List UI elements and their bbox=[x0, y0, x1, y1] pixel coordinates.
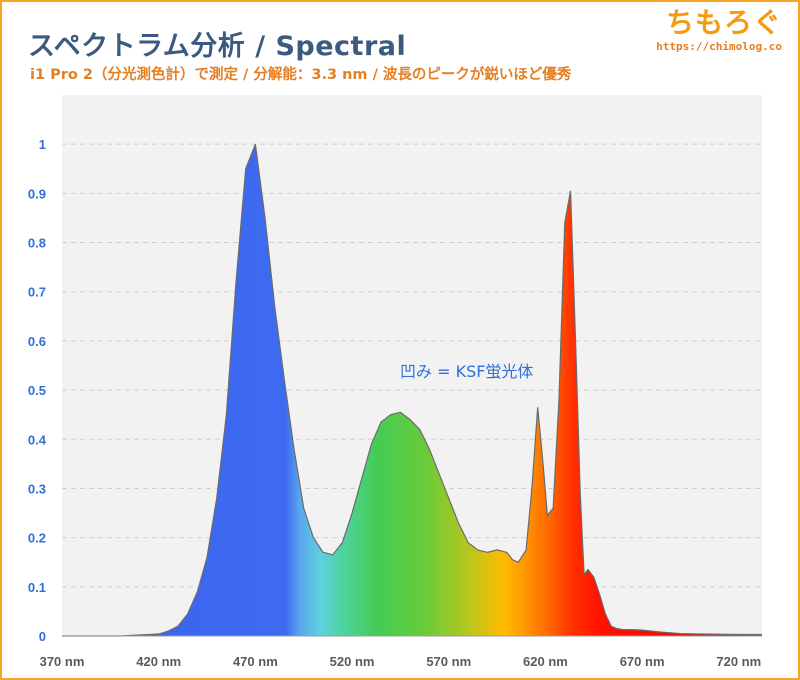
x-tick-label: 470 nm bbox=[233, 654, 278, 669]
y-tick-label: 0.6 bbox=[28, 334, 46, 349]
y-tick-label: 0.3 bbox=[28, 481, 46, 496]
y-tick-label: 0.2 bbox=[28, 531, 46, 546]
x-tick-label: 670 nm bbox=[620, 654, 665, 669]
y-tick-label: 0.1 bbox=[28, 580, 46, 595]
x-tick-label: 420 nm bbox=[136, 654, 181, 669]
y-axis: 0 0.1 0.2 0.3 0.4 0.5 0.6 0.7 0.8 0.9 1 bbox=[28, 137, 47, 644]
ksf-annotation: 凹み = KSF蛍光体 bbox=[400, 362, 534, 381]
y-tick-label: 0.8 bbox=[28, 236, 46, 251]
spectrum-area bbox=[62, 144, 762, 636]
y-tick-label: 0.5 bbox=[28, 383, 46, 398]
chart-subtitle: i1 Pro 2（分光測色計）で測定 / 分解能：3.3 nm / 波長のピーク… bbox=[30, 67, 572, 83]
x-tick-label: 520 nm bbox=[330, 654, 375, 669]
y-tick-label: 1 bbox=[39, 137, 46, 152]
x-tick-label: 720 nm bbox=[716, 654, 761, 669]
brand-url: https://chimolog.co bbox=[656, 40, 782, 53]
y-tick-label: 0 bbox=[39, 629, 46, 644]
y-tick-label: 0.9 bbox=[28, 186, 46, 201]
spectrum-area-layer bbox=[62, 143, 762, 637]
brand-block: ちもろぐ https://chimolog.co bbox=[656, 6, 782, 53]
brand-logo: ちもろぐ bbox=[665, 6, 782, 39]
x-tick-label: 570 nm bbox=[426, 654, 471, 669]
x-tick-label: 620 nm bbox=[523, 654, 568, 669]
x-axis: 370 nm 420 nm 470 nm 520 nm 570 nm 620 nm 670 … bbox=[40, 635, 762, 669]
x-tick-label: 370 nm bbox=[40, 654, 85, 669]
spectrum-line bbox=[62, 143, 762, 637]
y-tick-label: 0.4 bbox=[28, 432, 47, 447]
y-tick-label: 0.7 bbox=[28, 285, 46, 300]
chart-title: スペクトラム分析 / Spectral bbox=[28, 31, 407, 62]
